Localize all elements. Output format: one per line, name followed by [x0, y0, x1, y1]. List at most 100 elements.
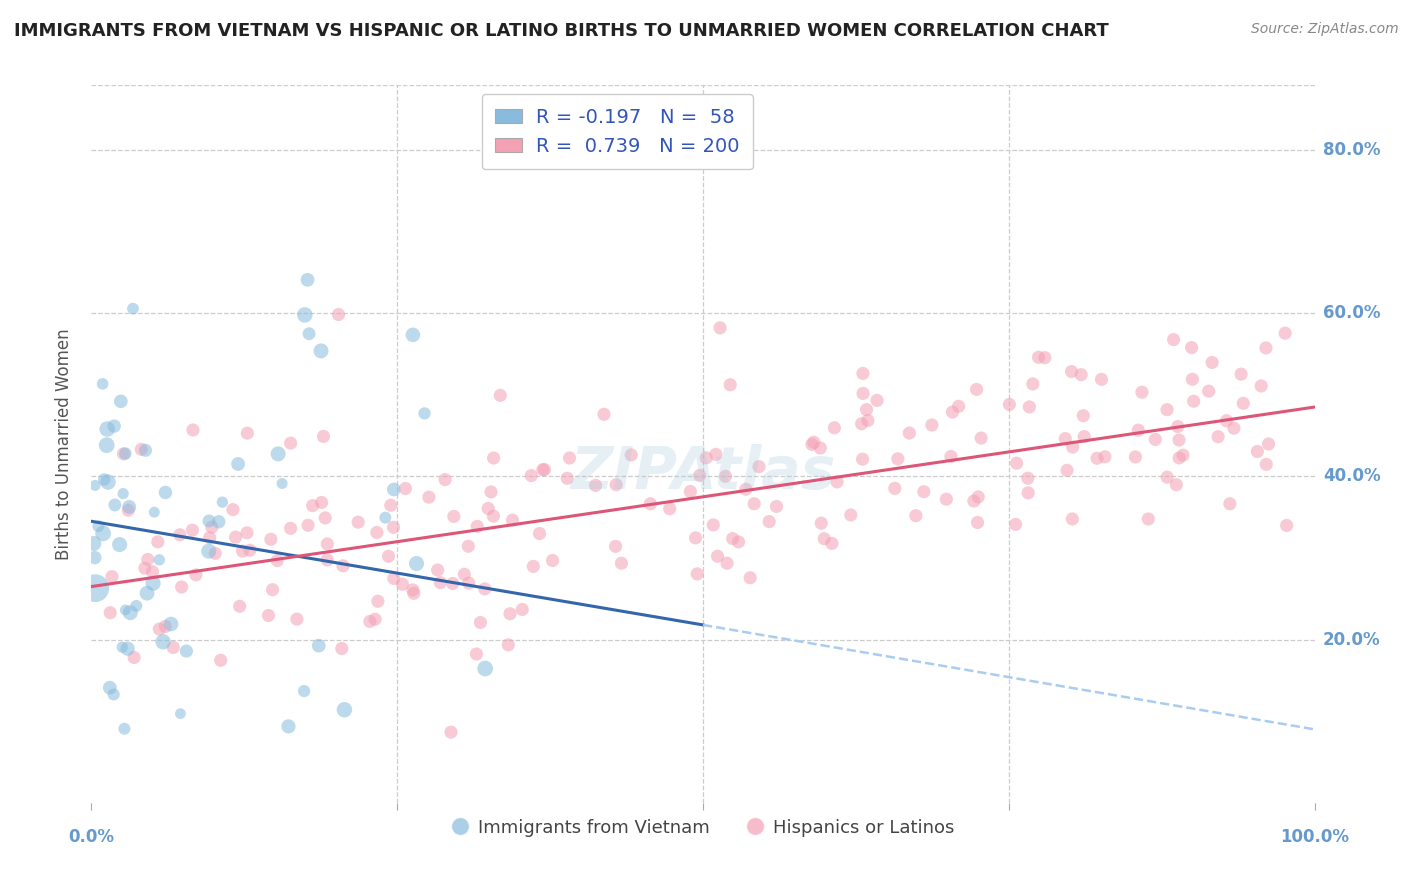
Point	[96, 422, 118, 436]
Point	[332, 558, 354, 573]
Point	[314, 511, 336, 525]
Point	[271, 476, 294, 491]
Point	[1257, 437, 1279, 451]
Point	[709, 321, 731, 335]
Point	[434, 473, 457, 487]
Point	[605, 540, 627, 554]
Text: ZIPAtlas: ZIPAtlas	[571, 444, 835, 501]
Point	[585, 478, 607, 492]
Point	[1156, 470, 1178, 484]
Point	[301, 499, 323, 513]
Point	[1130, 385, 1153, 400]
Point	[160, 617, 183, 632]
Point	[364, 612, 387, 626]
Point	[479, 484, 502, 499]
Point	[966, 516, 988, 530]
Point	[236, 426, 259, 441]
Point	[262, 582, 284, 597]
Point	[146, 534, 169, 549]
Point	[1085, 451, 1108, 466]
Point	[1246, 444, 1268, 458]
Point	[162, 640, 184, 655]
Point	[1071, 409, 1094, 423]
Point	[104, 498, 127, 512]
Point	[155, 485, 177, 500]
Point	[685, 531, 707, 545]
Point	[330, 641, 353, 656]
Point	[716, 556, 738, 570]
Point	[966, 383, 988, 397]
Point	[108, 538, 131, 552]
Point	[426, 563, 449, 577]
Point	[402, 586, 425, 600]
Point	[457, 539, 479, 553]
Point	[257, 608, 280, 623]
Point	[1232, 396, 1254, 410]
Point	[499, 607, 522, 621]
Point	[1144, 433, 1167, 447]
Point	[1167, 419, 1189, 434]
Point	[152, 634, 174, 648]
Point	[541, 553, 564, 567]
Point	[470, 615, 492, 630]
Point	[1004, 517, 1026, 532]
Point	[117, 503, 139, 517]
Point	[855, 402, 877, 417]
Point	[1017, 486, 1039, 500]
Point	[110, 394, 132, 409]
Point	[267, 447, 290, 461]
Point	[96, 438, 118, 452]
Point	[1128, 423, 1150, 437]
Point	[453, 567, 475, 582]
Point	[141, 565, 163, 579]
Point	[83, 536, 105, 550]
Point	[1054, 432, 1077, 446]
Point	[998, 397, 1021, 411]
Point	[316, 553, 339, 567]
Point	[112, 486, 135, 500]
Point	[1056, 463, 1078, 477]
Point	[112, 722, 135, 736]
Point	[294, 308, 316, 322]
Point	[316, 537, 339, 551]
Point	[112, 447, 135, 461]
Point	[122, 650, 145, 665]
Point	[236, 525, 259, 540]
Point	[443, 509, 465, 524]
Point	[702, 517, 724, 532]
Point	[1017, 471, 1039, 485]
Point	[201, 520, 224, 534]
Point	[328, 308, 350, 322]
Point	[260, 533, 283, 547]
Point	[1062, 512, 1084, 526]
Point	[134, 443, 156, 458]
Point	[266, 553, 288, 567]
Point	[84, 478, 107, 492]
Point	[1033, 351, 1056, 365]
Point	[114, 603, 136, 617]
Point	[83, 550, 105, 565]
Point	[1022, 376, 1045, 391]
Point	[114, 446, 136, 460]
Point	[970, 431, 993, 445]
Point	[679, 484, 702, 499]
Point	[533, 462, 555, 476]
Point	[742, 497, 765, 511]
Point	[222, 502, 245, 516]
Point	[1028, 351, 1050, 365]
Point	[129, 442, 152, 457]
Point	[695, 450, 717, 465]
Point	[510, 602, 533, 616]
Point	[686, 566, 709, 581]
Point	[117, 641, 139, 656]
Point	[1256, 458, 1278, 472]
Point	[640, 497, 662, 511]
Point	[111, 640, 134, 654]
Point	[148, 553, 170, 567]
Point	[308, 639, 330, 653]
Point	[98, 681, 121, 695]
Point	[103, 419, 125, 434]
Point	[1090, 372, 1112, 386]
Text: 60.0%: 60.0%	[1323, 304, 1381, 322]
Point	[620, 448, 643, 462]
